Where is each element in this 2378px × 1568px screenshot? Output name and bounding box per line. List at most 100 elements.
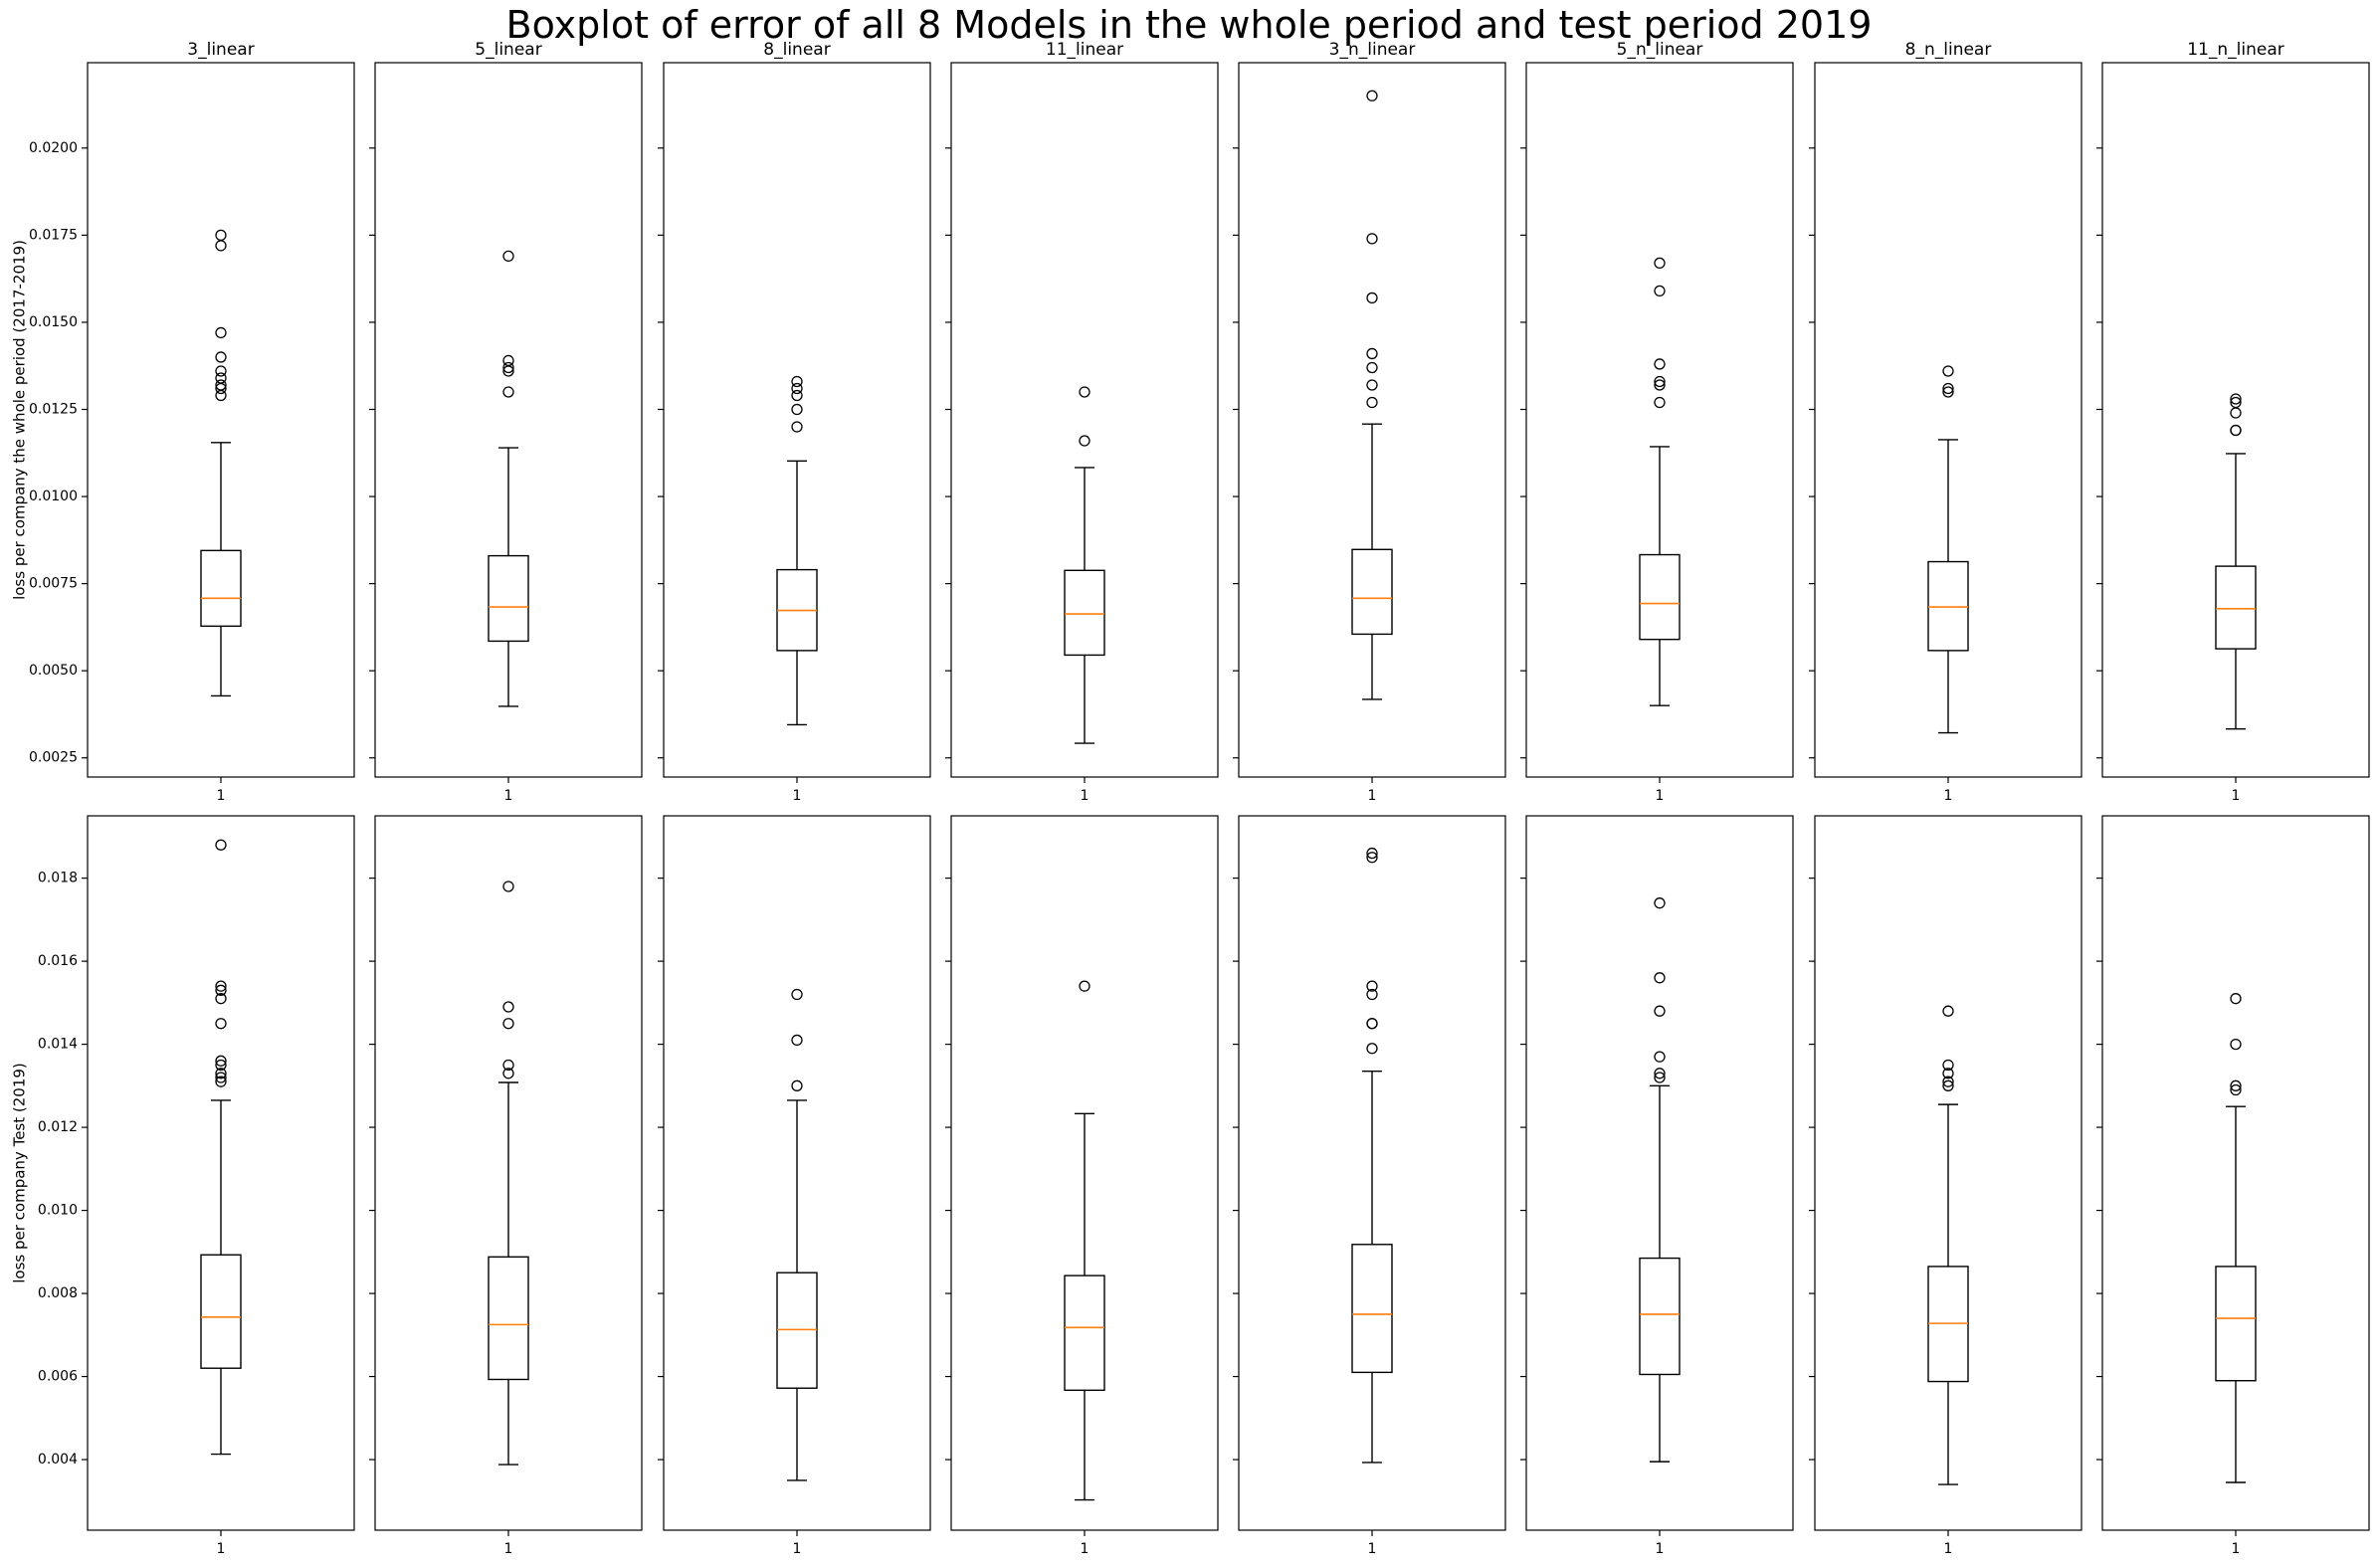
panel-5_linear-row-2: 1: [369, 815, 643, 1557]
panel-11_n_linear-row-2: 1: [2096, 815, 2370, 1557]
y-tick-label: 0.004: [38, 1452, 78, 1468]
panel-3_n_linear-row-2: 1: [1233, 815, 1506, 1557]
iqr-box: [488, 554, 529, 643]
flier-point: [215, 326, 227, 339]
flier-point: [1366, 988, 1378, 1001]
y-tick-label: 0.0025: [29, 750, 78, 766]
y-tick-label: 0.008: [38, 1285, 78, 1301]
panel-3_linear-row-2: 0.004 0.006 0.008 0.010 0.012 0.014 0.016 0.018…: [38, 815, 355, 1557]
flier-point: [1079, 435, 1090, 447]
x-tick-label: 1: [217, 788, 226, 804]
panel-8_linear-row-1: 8_linear 1: [658, 40, 931, 804]
panel-11_n_linear-row-1: 11_n_linear 1: [2096, 40, 2370, 804]
flier-point: [1654, 972, 1666, 984]
flier-point: [791, 375, 803, 388]
x-tick-label: 1: [504, 1541, 513, 1557]
panel-title-3_linear: 3_linear: [187, 40, 254, 60]
flier-point: [1366, 90, 1378, 101]
chart-title: Boxplot of error of all 8 Models in the …: [505, 3, 1873, 47]
iqr-box: [1351, 1244, 1393, 1374]
flier-point: [1366, 852, 1378, 864]
x-tick-label: 1: [1081, 1541, 1090, 1557]
panel-title-3_n_linear: 3_n_linear: [1329, 40, 1416, 60]
flier-point: [215, 1068, 227, 1079]
flier-point: [1942, 1068, 1954, 1079]
flier-point: [1366, 847, 1378, 860]
x-tick-label: 1: [793, 788, 802, 804]
y-tick-label: 0.0075: [29, 576, 78, 592]
y-tick-label: 0.016: [38, 953, 78, 969]
flier-point: [2230, 993, 2242, 1005]
flier-point: [215, 351, 227, 363]
panel-5_linear-row-1: 5_linear 1: [369, 40, 643, 804]
y-tick-label: 0.010: [38, 1203, 78, 1219]
flier-point: [215, 1076, 227, 1087]
x-tick-label: 1: [793, 1541, 802, 1557]
flier-point: [1366, 980, 1378, 992]
x-tick-label: 1: [1081, 788, 1090, 804]
x-tick-label: 1: [2232, 788, 2241, 804]
panel-title-8_n_linear: 8_n_linear: [1905, 40, 1992, 60]
iqr-box: [1639, 1257, 1681, 1376]
panel-8_n_linear-row-1: 8_n_linear 1: [1809, 40, 2082, 804]
flier-point: [1366, 233, 1378, 245]
flier-point: [1654, 1068, 1666, 1079]
flier-point: [215, 980, 227, 992]
y-tick-label: 0.0050: [29, 663, 78, 679]
x-tick-label: 1: [1944, 788, 1953, 804]
flier-point: [1654, 396, 1666, 409]
panel-title-5_n_linear: 5_n_linear: [1617, 40, 1703, 60]
panel-5_n_linear-row-2: 1: [1520, 815, 1794, 1557]
flier-point: [1942, 365, 1954, 377]
flier-point: [1366, 347, 1378, 360]
flier-point: [1366, 1043, 1378, 1055]
flier-point: [791, 421, 803, 433]
flier-point: [502, 250, 514, 263]
flier-point: [1942, 1005, 1954, 1017]
y-axis-label-row-2: loss per company Test (2019): [11, 1063, 29, 1283]
iqr-box: [776, 1272, 818, 1389]
flier-point: [1079, 386, 1090, 398]
iqr-box: [1064, 569, 1105, 657]
panel-3_n_linear-row-1: 3_n_linear 1: [1233, 40, 1506, 804]
flier-point: [502, 1068, 514, 1079]
flier-point: [502, 361, 514, 374]
flier-point: [2230, 1079, 2242, 1091]
flier-point: [215, 382, 227, 395]
y-tick-label: 0.0200: [29, 140, 78, 156]
flier-point: [791, 1034, 803, 1047]
flier-point: [215, 389, 227, 402]
y-tick-label: 0.014: [38, 1037, 78, 1053]
x-tick-label: 1: [1656, 1541, 1665, 1557]
iqr-box: [488, 1256, 529, 1381]
flier-point: [215, 839, 227, 851]
x-tick-label: 1: [1656, 788, 1665, 804]
panel-8_linear-row-2: 1: [658, 815, 931, 1557]
flier-point: [1654, 379, 1666, 391]
iqr-box: [1639, 553, 1681, 641]
flier-point: [215, 229, 227, 242]
panel-5_n_linear-row-1: 5_n_linear 1: [1520, 40, 1794, 804]
flier-point: [791, 389, 803, 402]
flier-point: [1942, 1059, 1954, 1072]
y-tick-label: 0.006: [38, 1369, 78, 1385]
flier-point: [791, 1079, 803, 1091]
iqr-box: [2215, 1266, 2257, 1382]
flier-point: [215, 993, 227, 1005]
flier-point: [502, 386, 514, 398]
panel-8_n_linear-row-2: 1: [1809, 815, 2082, 1557]
flier-point: [1654, 358, 1666, 370]
iqr-box: [200, 549, 242, 628]
flier-point: [215, 365, 227, 377]
flier-point: [1654, 1072, 1666, 1083]
flier-point: [1654, 897, 1666, 909]
y-tick-label: 0.0175: [29, 227, 78, 243]
x-tick-label: 1: [1368, 788, 1377, 804]
flier-point: [502, 365, 514, 377]
flier-point: [1654, 257, 1666, 270]
flier-point: [1942, 1076, 1954, 1087]
y-tick-label: 0.018: [38, 871, 78, 886]
y-tick-label: 0.012: [38, 1119, 78, 1135]
panel-title-11_linear: 11_linear: [1046, 40, 1123, 60]
